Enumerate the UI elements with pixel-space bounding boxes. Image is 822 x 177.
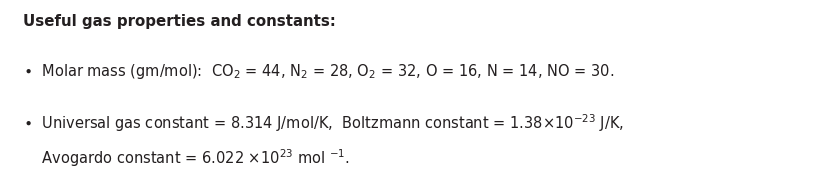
Text: Avogardo constant = 6.022 $\mathregular{\times}$10$^{23}$ mol $^{-1}$.: Avogardo constant = 6.022 $\mathregular{… — [23, 147, 349, 169]
Text: $\bullet$  Molar mass (gm/mol):  $\mathregular{CO_2}$ = 44, $\mathregular{N_2}$ : $\bullet$ Molar mass (gm/mol): $\mathreg… — [23, 62, 614, 81]
Text: $\bullet$  Universal gas constant = 8.314 J/mol/K,  Boltzmann constant = 1.38$\m: $\bullet$ Universal gas constant = 8.314… — [23, 112, 624, 134]
Text: Useful gas properties and constants:: Useful gas properties and constants: — [23, 14, 335, 29]
